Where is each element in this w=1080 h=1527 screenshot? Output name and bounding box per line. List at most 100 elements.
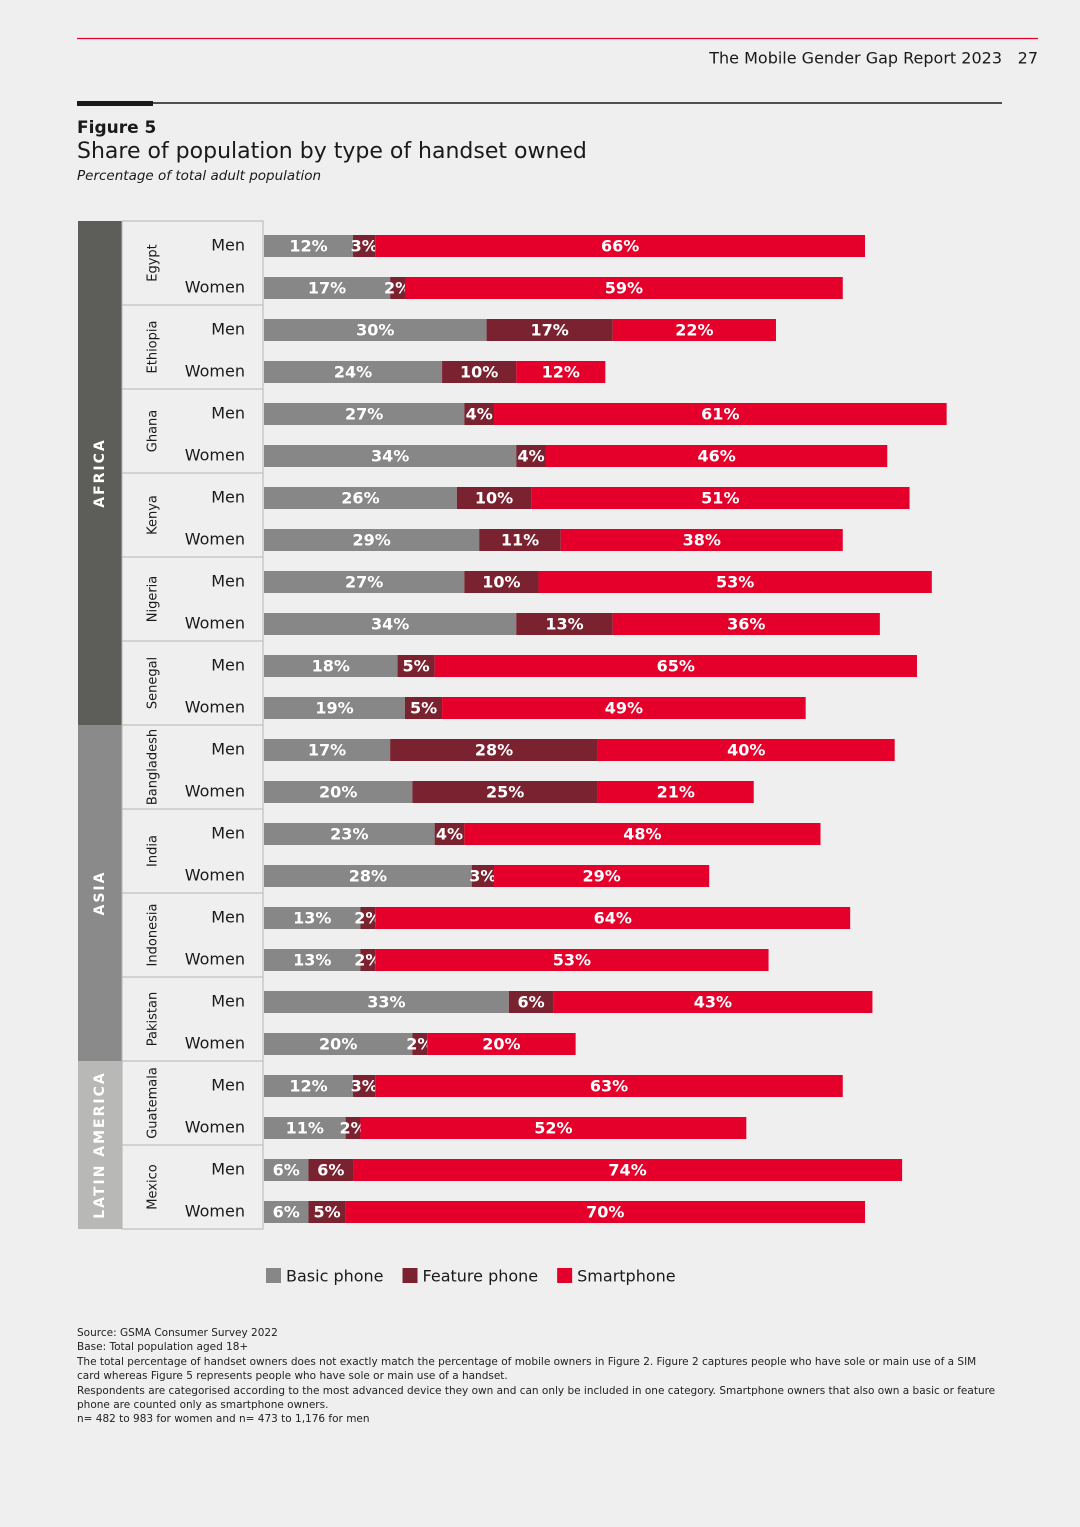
bar-segment	[264, 1159, 309, 1181]
value-label: 2%	[384, 279, 411, 298]
bar-segment	[471, 865, 495, 887]
bar-segment	[360, 1117, 747, 1139]
value-label: 61%	[701, 405, 739, 424]
bar-segment	[264, 529, 480, 551]
footnotes: Source: GSMA Consumer Survey 2022 Base: T…	[77, 1326, 1002, 1427]
value-label: 2%	[354, 909, 381, 928]
bar-segment	[264, 655, 398, 677]
gender-label: Men	[211, 908, 245, 927]
gender-label: Men	[211, 1076, 245, 1095]
value-label: 17%	[531, 321, 569, 340]
country-label: Ghana	[146, 410, 161, 453]
value-label: 65%	[657, 657, 695, 676]
bar-segment	[375, 949, 769, 971]
bar-segment	[353, 235, 376, 257]
bar-segment	[264, 403, 465, 425]
gender-label: Men	[211, 488, 245, 507]
country-label: Bangladesh	[146, 729, 161, 805]
bar-segment	[412, 781, 598, 803]
value-label: 27%	[345, 405, 383, 424]
bar-segment	[427, 1033, 576, 1055]
bar-segment	[464, 571, 539, 593]
bar-segment	[345, 1201, 866, 1223]
value-label: 4%	[518, 447, 545, 466]
footnote: Base: Total population aged 18+	[77, 1341, 249, 1354]
bar-segment	[442, 361, 517, 383]
value-label: 53%	[716, 573, 754, 592]
figure-rule-accent	[77, 101, 153, 106]
gender-label: Women	[185, 698, 245, 717]
region-band	[78, 1061, 122, 1229]
bar-segment	[264, 613, 517, 635]
value-label: 30%	[356, 321, 394, 340]
value-label: 20%	[482, 1035, 520, 1054]
bar-segment	[264, 361, 443, 383]
country-cell	[121, 1144, 264, 1230]
bar-segment	[375, 907, 851, 929]
value-label: 4%	[436, 825, 463, 844]
bar-segment	[264, 991, 509, 1013]
value-label: 20%	[319, 783, 357, 802]
bar-segment	[264, 781, 413, 803]
bar-segment	[464, 823, 821, 845]
value-label: 49%	[605, 699, 643, 718]
bar-segment	[553, 991, 873, 1013]
gender-label: Men	[211, 656, 245, 675]
bar-segment	[486, 319, 613, 341]
legend-swatch	[266, 1268, 281, 1283]
bar-segment	[264, 319, 487, 341]
bar-segment	[390, 277, 405, 299]
bar-segment	[404, 697, 443, 719]
value-label: 6%	[518, 993, 545, 1012]
country-label: Indonesia	[146, 904, 161, 967]
footnote: Source: GSMA Consumer Survey 2022	[77, 1327, 278, 1339]
value-label: 6%	[273, 1161, 300, 1180]
footnote: Respondents are categorised according to…	[77, 1384, 996, 1412]
value-label: 12%	[542, 363, 580, 382]
bar-segment	[516, 361, 606, 383]
value-label: 34%	[371, 447, 409, 466]
bar-segment	[397, 655, 435, 677]
value-label: 13%	[293, 951, 331, 970]
value-label: 38%	[683, 531, 721, 550]
bar-segment	[545, 445, 888, 467]
bar-segment	[264, 739, 391, 761]
gender-label: Women	[185, 782, 245, 801]
value-label: 11%	[286, 1119, 324, 1138]
value-label: 12%	[289, 237, 327, 256]
bar-segment	[442, 697, 806, 719]
gender-label: Men	[211, 992, 245, 1011]
value-label: 2%	[406, 1035, 433, 1054]
value-label: 28%	[475, 741, 513, 760]
bar-segment	[264, 949, 361, 971]
value-label: 19%	[315, 699, 353, 718]
region-label: LATIN AMERICA	[92, 1071, 108, 1218]
gender-label: Women	[185, 446, 245, 465]
gender-label: Men	[211, 740, 245, 759]
value-label: 29%	[352, 531, 390, 550]
value-label: 64%	[594, 909, 632, 928]
bar-segment	[597, 739, 895, 761]
value-label: 22%	[675, 321, 713, 340]
value-label: 5%	[313, 1203, 340, 1222]
bar-segment	[456, 487, 532, 509]
value-label: 2%	[354, 951, 381, 970]
value-label: 51%	[701, 489, 739, 508]
value-label: 59%	[605, 279, 643, 298]
bar-segment	[264, 697, 405, 719]
value-label: 74%	[608, 1161, 646, 1180]
legend-label: Smartphone	[577, 1267, 675, 1286]
bar-segment	[375, 1075, 843, 1097]
legend-swatch	[402, 1268, 418, 1283]
value-label: 2%	[339, 1119, 366, 1138]
gender-label: Men	[211, 236, 245, 255]
country-label: Senegal	[146, 657, 161, 709]
legend-swatch	[557, 1268, 573, 1283]
plot: AFRICA Egypt Men 12% 3% 66% Women 17% 2% 59% Ethio…	[78, 220, 947, 1286]
bar-segment	[308, 1201, 346, 1223]
value-label: 28%	[349, 867, 387, 886]
value-label: 53%	[553, 951, 591, 970]
value-label: 10%	[482, 573, 520, 592]
bar-segment	[264, 823, 435, 845]
value-label: 20%	[319, 1035, 357, 1054]
